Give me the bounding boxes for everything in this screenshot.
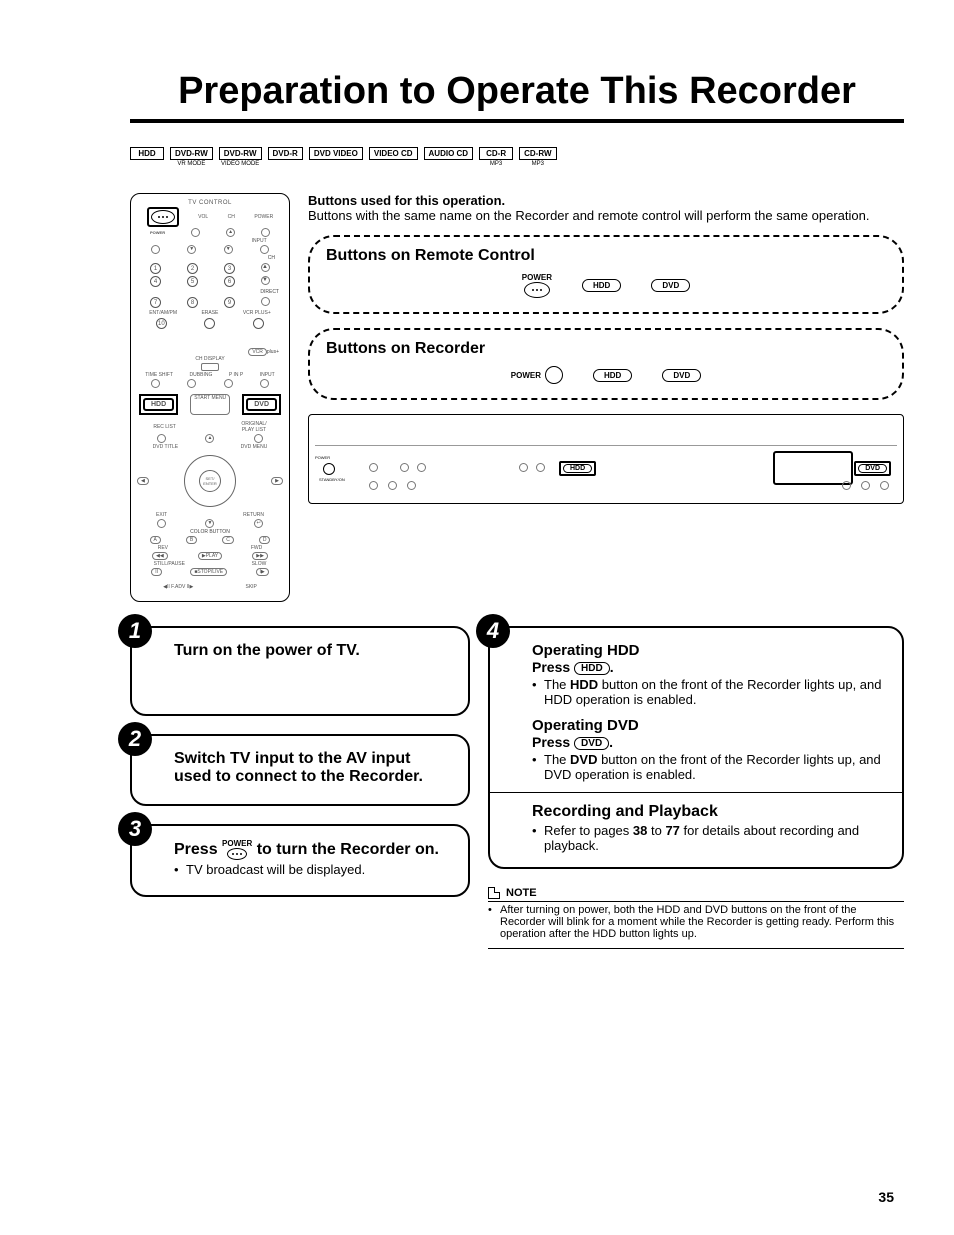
vol-label: VOL (198, 214, 208, 220)
rec-bullet: Refer to pages 38 to 77 for details abou… (532, 823, 884, 853)
step-3-title: Press POWER to turn the Recorder on. (174, 840, 450, 860)
note-text: After turning on power, both the HDD and… (488, 904, 904, 940)
recorder-unit-diagram: POWER STANDBY/ON HDD DVD (308, 414, 904, 504)
step-1-badge: 1 (118, 614, 152, 648)
remote-control-diagram: TV CONTROL VOL CH POWER POWER▲ INPUT ▼▼ … (130, 193, 290, 602)
set-enter-button[interactable]: SET/ ENTER (199, 470, 221, 492)
step-3-badge: 3 (118, 812, 152, 846)
hdd-button[interactable]: HDD (582, 279, 621, 292)
power-button[interactable] (151, 210, 175, 224)
dvdmenu-label: DVD MENU (241, 444, 268, 450)
recorder-hdd-button[interactable]: HDD (593, 369, 632, 382)
step-1: 1 Turn on the power of TV. (130, 626, 470, 716)
dubbing-label: DUBBING (190, 372, 213, 378)
note-block: NOTE After turning on power, both the HD… (488, 887, 904, 949)
step-4: 4 Operating HDD Press HDD. The HDD butto… (488, 626, 904, 869)
step-3-bullet: TV broadcast will be displayed. (174, 862, 450, 877)
ch-label: CH (228, 214, 235, 220)
power-label: POWER (254, 214, 273, 220)
unit-hdd-button[interactable]: HDD (559, 461, 596, 476)
rev-label: REV (158, 545, 168, 551)
power-label-text: POWER (522, 273, 552, 282)
vcrplus-label: VCR PLUS+ (243, 310, 271, 316)
direct-label: DIRECT (137, 289, 283, 295)
pinp-label: P IN P (229, 372, 243, 378)
dvdtitle-label: DVD TITLE (153, 444, 178, 450)
dvd-bullet: The DVD button on the front of the Recor… (532, 752, 884, 782)
skip-label: SKIP (245, 584, 256, 590)
tv-control-label: TV CONTROL (137, 200, 283, 206)
power-text: POWER (150, 230, 165, 235)
erase-label: ERASE (201, 310, 218, 316)
format-badge: DVD-RWVR MODE (170, 147, 213, 167)
format-badge: DVD-R (268, 147, 303, 167)
remote-hdd-button[interactable]: HDD (143, 398, 174, 411)
fwd-label: FWD (251, 545, 262, 551)
step-3: 3 Press POWER to turn the Recorder on. T… (130, 824, 470, 897)
input-label: INPUT (252, 238, 267, 244)
slow-label: SLOW (252, 561, 267, 567)
recorder-box-title: Buttons on Recorder (326, 340, 886, 358)
chdisplay-label: CH DISPLAY (195, 356, 224, 362)
still-label: STILL/PAUSE (154, 561, 185, 567)
recorder-power-label: POWER (511, 371, 541, 380)
step-2-badge: 2 (118, 722, 152, 756)
recorder-buttons-box: Buttons on Recorder POWER HDD DVD (308, 328, 904, 400)
remote-buttons-box: Buttons on Remote Control POWER HDD DVD (308, 235, 904, 314)
format-badge: CD-RMP3 (479, 147, 513, 167)
explain-bold: Buttons used for this operation. (308, 193, 505, 208)
dvd-inline-button: DVD (574, 737, 609, 750)
hdd-bullet: The HDD button on the front of the Recor… (532, 677, 884, 707)
step-2-title: Switch TV input to the AV input used to … (174, 750, 450, 786)
format-badges: HDD DVD-RWVR MODE DVD-RWVIDEO MODE DVD-R DVD… (130, 147, 904, 167)
step-2: 2 Switch TV input to the AV input used t… (130, 734, 470, 806)
note-label: NOTE (506, 887, 537, 899)
format-badge: VIDEO CD (369, 147, 418, 167)
press-dvd: Press DVD. (532, 734, 884, 750)
recorder-power-button[interactable]: POWER (511, 366, 563, 384)
reclist-label: REC LIST (153, 424, 176, 430)
press-hdd: Press HDD. (532, 659, 884, 675)
explain-body: Buttons with the same name on the Record… (308, 208, 869, 223)
dvd-button[interactable]: DVD (651, 279, 690, 292)
fadv-label: ◀II F.ADV II▶ (163, 584, 193, 590)
remote-dvd-button[interactable]: DVD (246, 398, 277, 411)
power-button-icon[interactable]: POWER (522, 273, 552, 298)
page-number: 35 (878, 1189, 894, 1205)
page-title: Preparation to Operate This Recorder (130, 70, 904, 123)
ent-label: ENT/AM/PM (149, 310, 177, 316)
recording-playback-title: Recording and Playback (532, 803, 884, 821)
remote-box-title: Buttons on Remote Control (326, 247, 886, 265)
note-icon (488, 887, 500, 899)
timeshift-label: TIME SHIFT (145, 372, 173, 378)
stoplive-button[interactable]: ■STOP/LIVE (190, 568, 227, 576)
playlist-label: ORIGINAL/ PLAY LIST (241, 421, 266, 433)
recorder-dvd-button[interactable]: DVD (662, 369, 701, 382)
step-4-badge: 4 (476, 614, 510, 648)
colorbutton-label: COLOR BUTTON (137, 529, 283, 535)
unit-dvd-button[interactable]: DVD (854, 461, 891, 476)
format-badge: AUDIO CD (424, 147, 474, 167)
step-1-title: Turn on the power of TV. (174, 642, 450, 660)
format-badge: DVD VIDEO (309, 147, 363, 167)
operating-dvd-title: Operating DVD (532, 717, 884, 734)
play-button[interactable]: ▶PLAY (198, 552, 222, 560)
operating-hdd-title: Operating HDD (532, 642, 884, 659)
exit-label: EXIT (156, 512, 167, 518)
explain-text: Buttons used for this operation. Buttons… (308, 193, 904, 223)
power-icon: POWER (222, 840, 252, 860)
hdd-inline-button: HDD (574, 662, 610, 675)
unit-power-button[interactable] (323, 463, 335, 475)
return-label: RETURN (243, 512, 264, 518)
format-badge: CD-RWMP3 (519, 147, 556, 167)
format-badge: DVD-RWVIDEO MODE (219, 147, 262, 167)
format-badge: HDD (130, 147, 164, 167)
startmenu-button[interactable]: START MENU (190, 394, 230, 415)
